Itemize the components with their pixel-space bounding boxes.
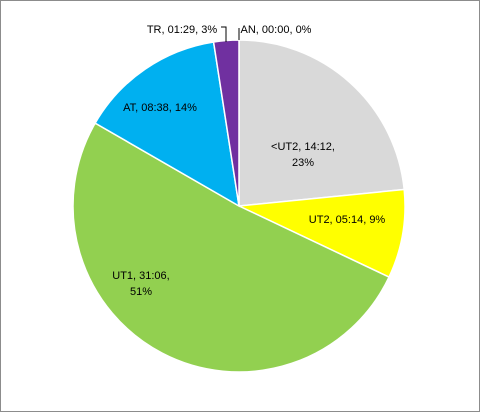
pie-slice-ut1: [72, 122, 391, 373]
data-label-an: AN, 00:00, 0%: [241, 24, 312, 36]
data-label-tr: TR, 01:29, 3%: [147, 24, 218, 36]
pie-slice-ut2: [236, 188, 406, 279]
data-label-ut1: UT1, 31:06, 51%: [112, 270, 169, 298]
data-label-ut2: UT2, 05:14, 9%: [309, 214, 386, 226]
leader-line-tr: [221, 26, 227, 42]
data-label-ut2: <UT2, 14:12, 23%: [271, 141, 335, 169]
pie-slice-ut2: [238, 39, 406, 207]
pie-slice-at: [94, 41, 240, 208]
data-label-at: AT, 08:38, 14%: [123, 102, 197, 114]
